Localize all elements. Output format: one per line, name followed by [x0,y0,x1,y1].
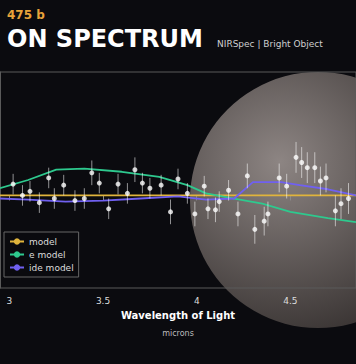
svg-text:3: 3 [7,296,13,306]
svg-text:ide model: ide model [29,263,74,273]
svg-text:microns: microns [162,329,194,338]
svg-text:e model: e model [29,250,65,260]
svg-text:ON SPECTRUM: ON SPECTRUM [7,25,203,53]
svg-text:3.5: 3.5 [96,296,110,306]
svg-text:Wavelength of Light: Wavelength of Light [121,310,235,321]
svg-text:4.5: 4.5 [283,296,297,306]
svg-text:4: 4 [194,296,200,306]
svg-text:model: model [29,237,57,247]
svg-text:NIRSpec | Bright Object: NIRSpec | Bright Object [217,39,323,49]
svg-text:475 b: 475 b [7,8,45,22]
